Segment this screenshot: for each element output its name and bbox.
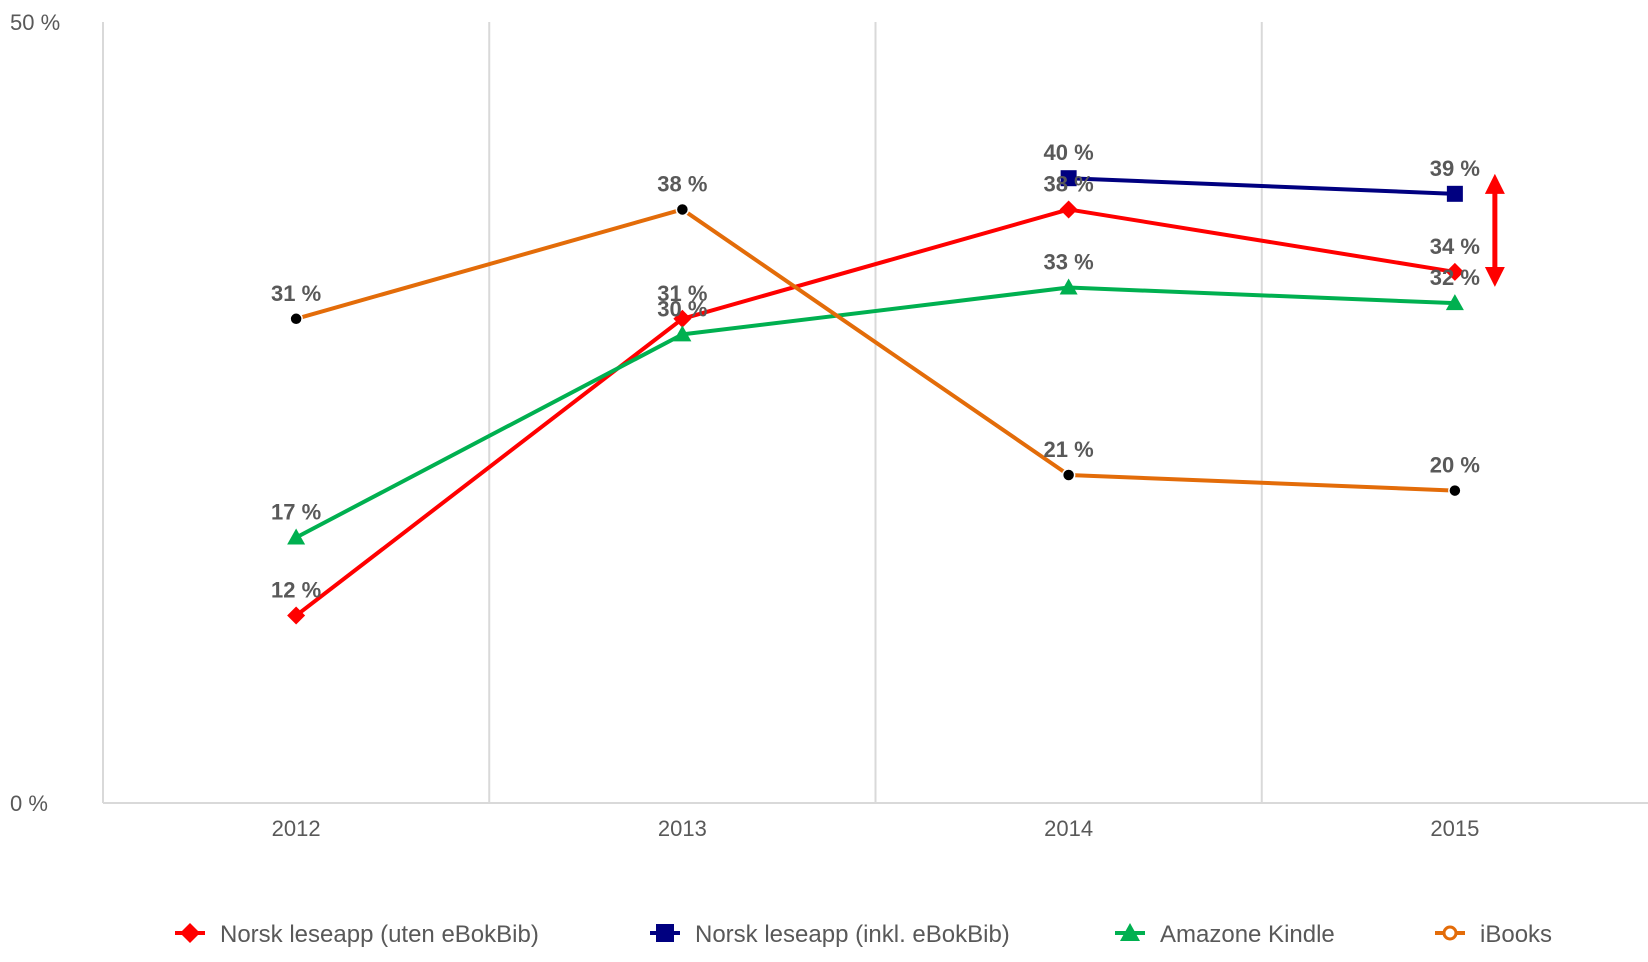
legend-label: Norsk leseapp (uten eBokBib): [220, 921, 539, 948]
legend-marker: [1120, 923, 1140, 941]
series-4-point: [289, 312, 303, 326]
series-layer: [287, 170, 1464, 625]
data-label: 39 %: [1430, 156, 1480, 181]
data-label: 20 %: [1430, 453, 1480, 478]
series-1-point: [1445, 262, 1464, 281]
series-line-2: [1068, 176, 1455, 196]
data-label: 32 %: [1430, 265, 1480, 290]
legend-item: Norsk leseapp (inkl. eBokBib): [650, 921, 1010, 948]
data-label: 38 %: [1044, 171, 1094, 196]
series-1-point: [673, 309, 692, 328]
axis-layer: 0 % 50 % 2012 2013 2014 2015: [10, 10, 1648, 841]
series-line-1: [294, 207, 1456, 618]
series-1-point: [1059, 200, 1078, 219]
label-layer: 12 % 31 % 38 % 34 % 40 % 39 % 17 % 30 % 33 % 32 %…: [271, 140, 1480, 602]
data-label: 30 %: [657, 296, 707, 321]
x-tick-label: 2015: [1430, 816, 1479, 841]
x-tick-label: 2014: [1044, 816, 1093, 841]
data-label: 31 %: [271, 281, 321, 306]
data-label: 34 %: [1430, 234, 1480, 259]
series-3-point: [287, 528, 306, 545]
x-tick-label: 2013: [658, 816, 707, 841]
series-1-point: [287, 606, 306, 625]
series-3-point: [1059, 278, 1078, 295]
data-label: 33 %: [1044, 250, 1094, 275]
data-label: 21 %: [1044, 437, 1094, 462]
legend-item: iBooks: [1435, 921, 1552, 948]
legend-marker: [1442, 925, 1458, 941]
legend-marker: [180, 923, 200, 943]
series-4-point: [1061, 468, 1076, 482]
series-2-point: [1446, 185, 1463, 202]
series-2-point: [1060, 170, 1077, 187]
series-3-point: [1445, 294, 1464, 311]
data-label: 38 %: [657, 171, 707, 196]
legend-item: Amazone Kindle: [1115, 921, 1335, 948]
legend-label: iBooks: [1480, 921, 1552, 948]
data-label: 12 %: [271, 578, 321, 603]
y-tick-label: 50 %: [10, 10, 60, 35]
legend: Norsk leseapp (uten eBokBib) Norsk leseap…: [175, 921, 1552, 948]
grid-layer: [102, 22, 1263, 803]
series-line-4: [295, 207, 1455, 493]
data-label: 17 %: [271, 499, 321, 524]
legend-item: Norsk leseapp (uten eBokBib): [175, 921, 539, 948]
series-3-point: [673, 325, 692, 342]
x-tick-label: 2012: [272, 816, 321, 841]
y-tick-label: 0 %: [10, 791, 48, 816]
data-label: 40 %: [1044, 140, 1094, 165]
legend-marker: [656, 924, 674, 942]
data-label: 31 %: [657, 281, 707, 306]
legend-label: Amazone Kindle: [1160, 921, 1335, 948]
legend-label: Norsk leseapp (inkl. eBokBib): [695, 921, 1010, 948]
series-4-point: [675, 202, 690, 217]
series-4-point: [1448, 483, 1462, 498]
series-line-3: [295, 285, 1455, 540]
